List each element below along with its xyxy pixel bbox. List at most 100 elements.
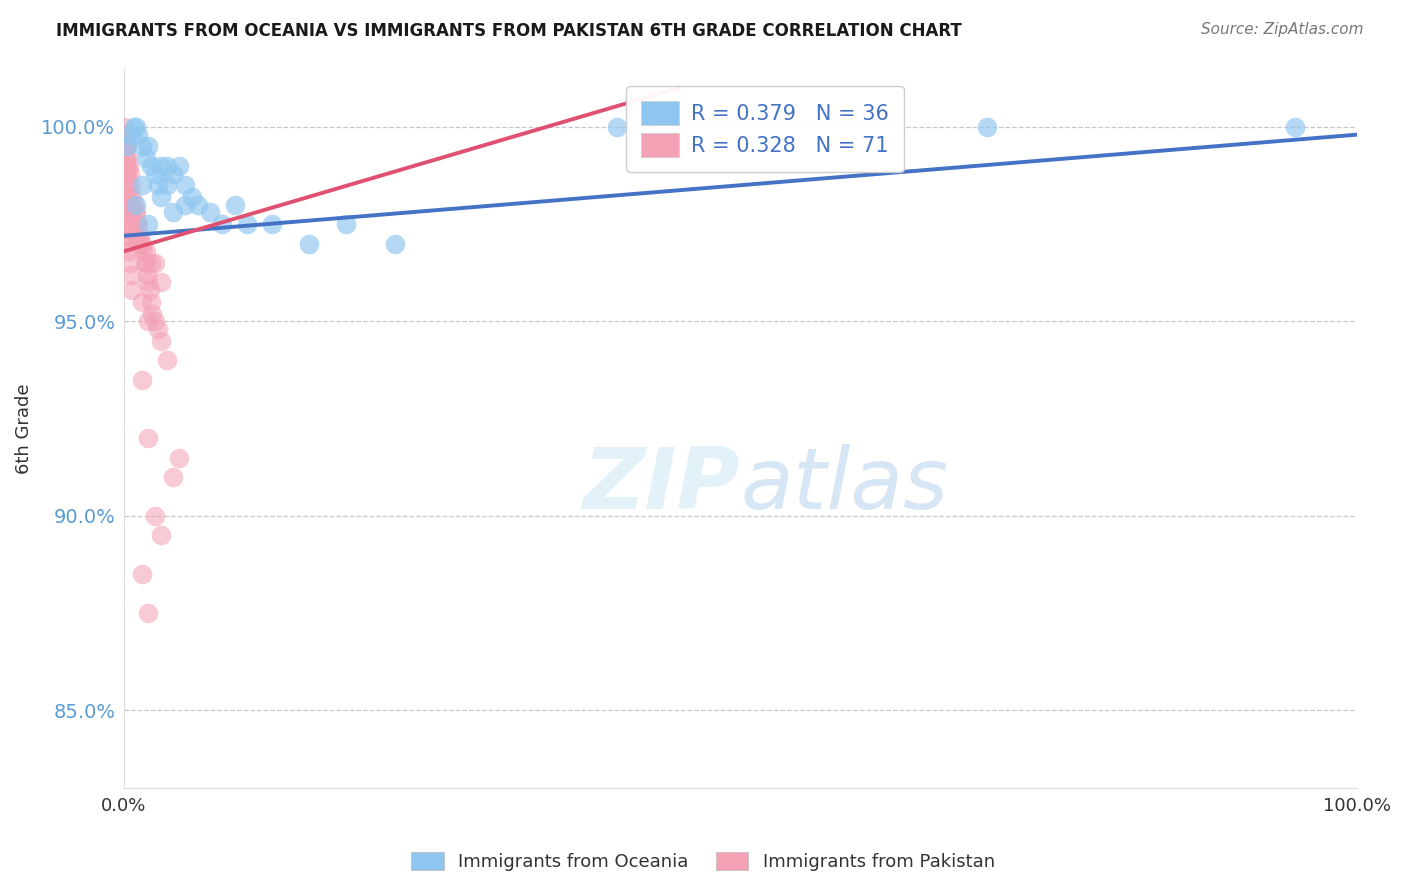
Point xyxy=(156,353,179,368)
Point xyxy=(149,190,172,204)
Point xyxy=(127,128,149,142)
Point xyxy=(120,268,142,282)
Point xyxy=(138,314,160,328)
Point xyxy=(127,217,149,231)
Point xyxy=(143,256,166,270)
Point xyxy=(122,197,145,211)
Point xyxy=(260,217,283,231)
Point xyxy=(112,217,135,231)
Point xyxy=(129,236,152,251)
Point xyxy=(117,159,139,173)
Point xyxy=(115,167,138,181)
Point xyxy=(118,205,141,219)
Point xyxy=(117,228,139,243)
Point xyxy=(198,205,221,219)
Point xyxy=(112,128,135,142)
Point xyxy=(125,205,148,219)
Point xyxy=(162,167,184,181)
Point xyxy=(118,256,141,270)
Point xyxy=(167,450,190,465)
Point xyxy=(143,508,166,523)
Point xyxy=(114,139,136,153)
Point xyxy=(135,151,157,165)
Point xyxy=(112,120,135,134)
Point xyxy=(384,236,406,251)
Point xyxy=(180,190,202,204)
Legend: Immigrants from Oceania, Immigrants from Pakistan: Immigrants from Oceania, Immigrants from… xyxy=(404,845,1002,879)
Point xyxy=(138,431,160,445)
Point xyxy=(132,244,155,259)
Point xyxy=(298,236,321,251)
Point xyxy=(135,244,157,259)
Point xyxy=(115,139,138,153)
Point xyxy=(114,151,136,165)
Point xyxy=(114,128,136,142)
Point xyxy=(131,567,153,582)
Point xyxy=(167,159,190,173)
Point xyxy=(211,217,233,231)
Point xyxy=(149,528,172,542)
Point xyxy=(117,178,139,193)
Point xyxy=(143,314,166,328)
Point xyxy=(174,178,197,193)
Point xyxy=(114,197,136,211)
Point xyxy=(138,276,160,290)
Point xyxy=(136,268,159,282)
Point xyxy=(143,167,166,181)
Point xyxy=(156,178,179,193)
Point xyxy=(131,139,153,153)
Point xyxy=(125,197,148,211)
Point xyxy=(135,256,157,270)
Point xyxy=(224,197,246,211)
Point xyxy=(139,294,162,309)
Point xyxy=(187,197,209,211)
Point xyxy=(121,190,143,204)
Point xyxy=(118,167,141,181)
Point xyxy=(117,159,139,173)
Point xyxy=(114,228,136,243)
Point xyxy=(162,470,184,484)
Point xyxy=(115,236,138,251)
Point xyxy=(131,294,153,309)
Point xyxy=(131,236,153,251)
Point xyxy=(174,197,197,211)
Point xyxy=(138,283,160,297)
Text: Source: ZipAtlas.com: Source: ZipAtlas.com xyxy=(1201,22,1364,37)
Point xyxy=(114,190,136,204)
Point xyxy=(139,256,162,270)
Point xyxy=(236,217,259,231)
Point xyxy=(148,322,170,336)
Point xyxy=(335,217,357,231)
Point xyxy=(124,205,146,219)
Point xyxy=(122,217,145,231)
Point xyxy=(131,373,153,387)
Point xyxy=(122,120,145,134)
Point xyxy=(120,178,142,193)
Point xyxy=(114,159,136,173)
Point xyxy=(606,120,628,134)
Point xyxy=(115,151,138,165)
Point xyxy=(141,307,163,321)
Point xyxy=(1284,120,1306,134)
Point xyxy=(134,256,156,270)
Legend: R = 0.379   N = 36, R = 0.328   N = 71: R = 0.379 N = 36, R = 0.328 N = 71 xyxy=(627,87,904,172)
Point xyxy=(149,276,172,290)
Point xyxy=(112,139,135,153)
Point xyxy=(125,228,148,243)
Point xyxy=(162,205,184,219)
Point xyxy=(131,178,153,193)
Point xyxy=(149,334,172,348)
Point xyxy=(117,190,139,204)
Text: ZIP: ZIP xyxy=(582,444,741,527)
Point xyxy=(128,228,150,243)
Point xyxy=(114,139,136,153)
Y-axis label: 6th Grade: 6th Grade xyxy=(15,384,32,474)
Point xyxy=(149,159,172,173)
Point xyxy=(976,120,998,134)
Point xyxy=(156,159,179,173)
Point xyxy=(112,178,135,193)
Point xyxy=(118,128,141,142)
Point xyxy=(117,139,139,153)
Point xyxy=(127,236,149,251)
Point xyxy=(121,283,143,297)
